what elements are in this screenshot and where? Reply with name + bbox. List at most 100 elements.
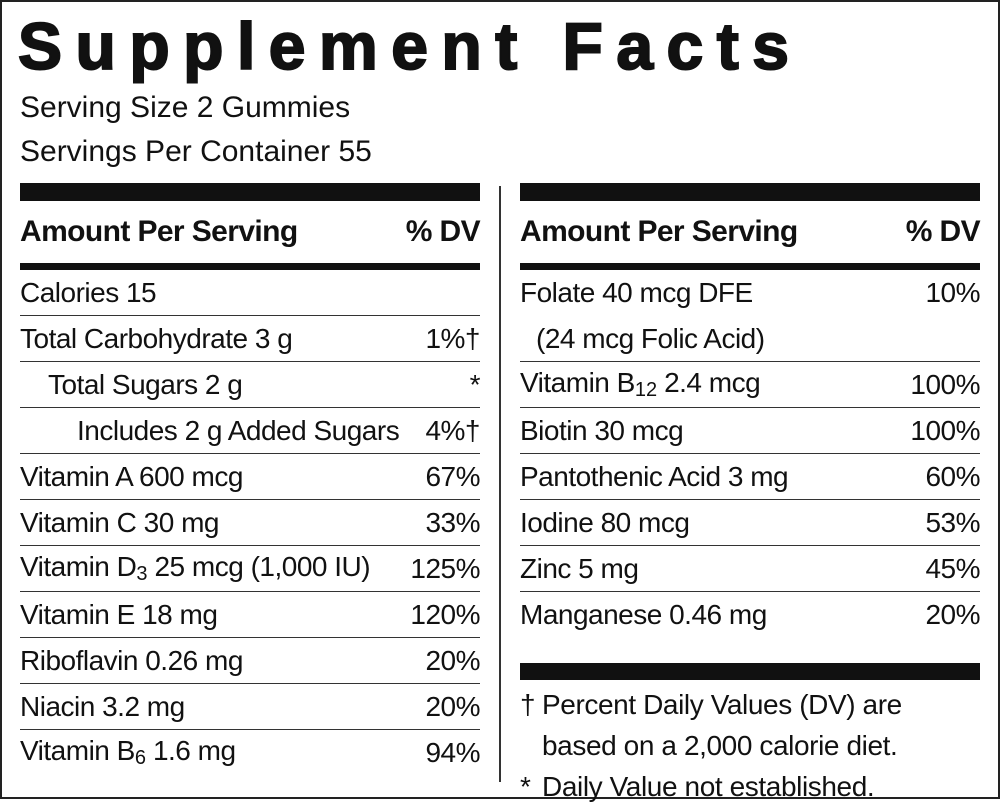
column-header: Amount Per Serving % DV (520, 201, 981, 270)
serving-size: Serving Size 2 Gummies (20, 91, 351, 124)
nutrient-name: Zinc 5 mg (520, 552, 639, 585)
dv-header: % DV (405, 215, 481, 248)
nutrient-row: Iodine 80 mcg 53% (520, 500, 980, 546)
nutrient-label: Total Carbohydrate 3 g (20, 322, 293, 354)
nutrient-row: Vitamin B12 2.4 mcg 100% (520, 362, 980, 408)
nutrient-name: Niacin 3.2 mg (20, 691, 185, 723)
footnote-symbol: † (520, 689, 536, 720)
daily-value: 53% (925, 506, 980, 538)
nutrient-name: Vitamin D3 25 mcg (1,000 IU) (20, 551, 371, 586)
daily-value: 33% (425, 506, 480, 538)
nutrient-amount: 1.6 mg (152, 735, 236, 766)
amount-header: Amount Per Serving (520, 215, 798, 248)
nutrient-row: Vitamin C 30 mg 33% (20, 500, 480, 546)
servings-per-container: Servings Per Container 55 (20, 135, 372, 168)
daily-value: 4%† (425, 414, 480, 446)
daily-value: 67% (425, 460, 480, 492)
nutrient-name: Vitamin B6 1.6 mg (20, 735, 236, 770)
nutrient-label: Vitamin E 18 mg (20, 598, 218, 630)
nutrient-name: Vitamin E 18 mg (20, 598, 218, 631)
footnote: * Daily Value not established. (520, 766, 980, 807)
nutrient-row: Vitamin B6 1.6 mg 94% (20, 730, 480, 775)
nutrient-label: Vitamin B (20, 735, 135, 766)
footnotes: † Percent Daily Values (DV) are based on a… (520, 680, 980, 807)
nutrient-label: Folate 40 mcg DFE (520, 277, 753, 308)
nutrient-label: Zinc 5 mg (520, 552, 639, 584)
nutrient-row: Vitamin D3 25 mcg (1,000 IU) 125% (20, 546, 480, 592)
nutrient-name: Riboflavin 0.26 mg (20, 645, 243, 677)
nutrient-rows: Calories 15 Total Carbohydrate 3 g 1%† Tota… (20, 270, 481, 775)
nutrient-name: Manganese 0.46 mg (520, 599, 767, 631)
dv-header: % DV (905, 215, 981, 248)
nutrient-name: Vitamin A 600 mcg (20, 461, 243, 493)
daily-value: 10% (925, 277, 980, 308)
footnote-text: Percent Daily Values (DV) are based on a … (542, 684, 902, 766)
daily-value: 94% (425, 736, 480, 768)
nutrient-label: Vitamin B (520, 367, 635, 398)
footnote-line: based on a 2,000 calorie diet. (542, 730, 898, 761)
nutrient-name: Iodine 80 mcg (520, 506, 690, 539)
amount-header: Amount Per Serving (20, 215, 298, 248)
footnote-line: Percent Daily Values (DV) are (542, 689, 902, 720)
nutrient-row: Total Carbohydrate 3 g 1%† (20, 316, 480, 362)
daily-value: 120% (410, 598, 480, 630)
daily-value: 1%† (425, 322, 480, 354)
nutrient-row: Manganese 0.46 mg 20% (520, 592, 980, 637)
title: Supplement Facts (17, 8, 803, 84)
nutrient-rows: Folate 40 mcg DFE (24 mcg Folic Acid) 10% V… (520, 270, 980, 637)
nutrient-label: Includes 2 g Added Sugars (77, 414, 400, 446)
nutrient-line: Folate 40 mcg DFE (520, 270, 765, 316)
daily-value: 125% (410, 552, 480, 584)
nutrient-row: Vitamin A 600 mcg 67% (20, 454, 480, 500)
daily-value: 100% (910, 414, 980, 446)
daily-value: 20% (425, 690, 480, 722)
daily-value: 20% (925, 598, 980, 630)
nutrient-row: Includes 2 g Added Sugars 4%† (20, 408, 480, 454)
nutrient-note: (24 mcg Folic Acid) (536, 323, 765, 354)
daily-value: 100% (910, 368, 980, 400)
footnote-symbol: * (520, 771, 531, 802)
nutrient-name: Total Carbohydrate 3 g (20, 322, 293, 355)
nutrient-row: Vitamin E 18 mg 120% (20, 592, 480, 638)
footnote-text: Daily Value not established. (542, 766, 875, 807)
nutrient-name: Biotin 30 mcg (520, 414, 684, 447)
column-header: Amount Per Serving % DV (20, 201, 481, 270)
nutrient-name: Vitamin C 30 mg (20, 507, 219, 539)
nutrient-label: Biotin 30 mcg (520, 414, 684, 446)
nutrient-name: Total Sugars 2 g (20, 368, 243, 401)
nutrient-amount: 25 mcg (1,000 IU) (154, 551, 371, 582)
subscript: 12 (634, 379, 658, 401)
nutrient-label: Iodine 80 mcg (520, 506, 690, 538)
nutrient-label: Vitamin C 30 mg (20, 506, 219, 538)
daily-value: 20% (425, 644, 480, 676)
nutrient-label: Manganese 0.46 mg (520, 598, 767, 630)
nutrient-label: Riboflavin 0.26 mg (20, 644, 243, 676)
nutrient-label: Niacin 3.2 mg (20, 690, 185, 722)
daily-value: 60% (925, 460, 980, 492)
nutrient-row: Total Sugars 2 g * (20, 362, 481, 408)
subscript: 6 (134, 747, 146, 769)
nutrient-row: Niacin 3.2 mg 20% (20, 684, 480, 730)
nutrient-label: Total Sugars 2 g (48, 368, 243, 400)
nutrient-amount: 2.4 mcg (664, 367, 761, 398)
nutrient-name: Folate 40 mcg DFE (24 mcg Folic Acid) (520, 270, 765, 362)
nutrient-row: Biotin 30 mcg 100% (520, 408, 980, 454)
nutrient-row: Zinc 5 mg 45% (520, 546, 980, 592)
daily-value: * (469, 368, 481, 400)
left-column: Amount Per Serving % DV Calories 15 Total C… (20, 183, 481, 775)
nutrient-label: Pantothenic Acid 3 mg (520, 460, 789, 492)
nutrient-row: Pantothenic Acid 3 mg 60% (520, 454, 980, 500)
nutrient-label: Vitamin D (20, 551, 137, 582)
thick-bar (520, 663, 980, 680)
nutrient-name: Vitamin B12 2.4 mcg (520, 367, 761, 402)
nutrient-row: Calories 15 (20, 270, 480, 316)
subscript: 3 (136, 563, 148, 585)
nutrient-name: Includes 2 g Added Sugars (20, 414, 400, 447)
thick-bar (20, 183, 480, 201)
nutrient-name: Pantothenic Acid 3 mg (520, 460, 789, 493)
nutrient-row: Folate 40 mcg DFE (24 mcg Folic Acid) 10% (520, 270, 980, 362)
daily-value: 45% (925, 552, 980, 584)
footnote-line: Daily Value not established. (542, 771, 875, 802)
nutrient-label: Calories 15 (20, 276, 157, 308)
